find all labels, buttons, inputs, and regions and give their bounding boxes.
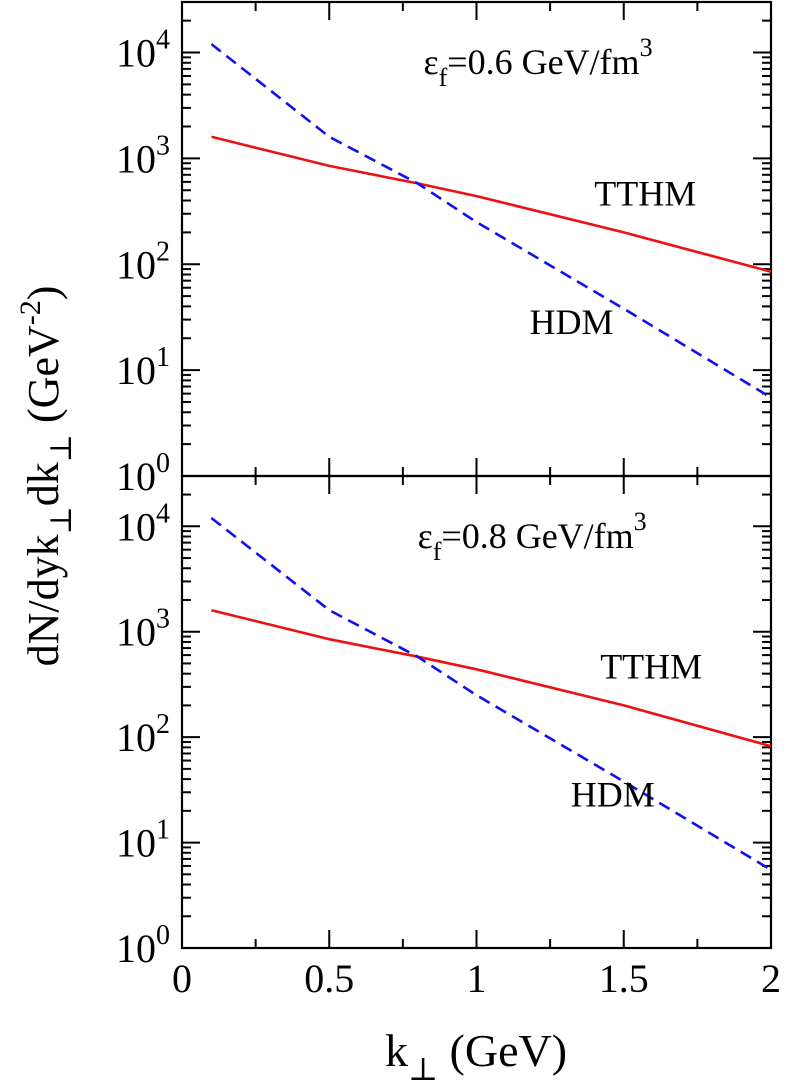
series-line-hdm	[210, 43, 772, 399]
annotation-text: =0.8 GeV/fm	[441, 516, 633, 556]
x-axis-title: k⊥ (GeV)	[385, 1025, 567, 1087]
y-tick-base: 10	[116, 454, 156, 499]
series-label-tthm: TTHM	[594, 173, 696, 213]
annotation-superscript: 3	[640, 33, 653, 62]
y-tick-base: 10	[116, 926, 156, 971]
x-axis-label-subscript: ⊥	[408, 1051, 438, 1087]
annotation-subscript: f	[439, 63, 448, 92]
y-tick-exponent: 4	[156, 498, 170, 529]
y-tick-exponent: 3	[156, 604, 170, 635]
y-tick-exponent: 0	[156, 920, 170, 951]
x-tick-label: 0	[172, 956, 192, 1001]
y-tick-base: 10	[116, 136, 156, 181]
annotation-text: =0.6 GeV/fm	[447, 42, 639, 82]
y-axis-label-sub2: ⊥	[45, 434, 78, 462]
y-tick-base: 10	[116, 504, 156, 549]
annotation-superscript: 3	[634, 507, 647, 536]
y-tick-base: 10	[116, 31, 156, 76]
y-tick-base: 10	[116, 242, 156, 287]
y-tick-exponent: 0	[156, 448, 170, 479]
y-tick-label: 101	[116, 815, 170, 866]
series-line-tthm	[211, 608, 772, 748]
y-axis-label-unit-close: )	[19, 286, 68, 301]
y-axis-label-main: dN/dyk	[19, 534, 68, 666]
y-tick-label: 102	[116, 236, 170, 287]
y-tick-base: 10	[116, 821, 156, 866]
x-tick-label: 2	[761, 956, 781, 1001]
x-axis-label-k: k	[385, 1025, 408, 1076]
series-line-hdm	[210, 516, 772, 872]
y-tick-label: 100	[116, 448, 170, 499]
x-tick-label: 1	[467, 956, 487, 1001]
y-tick-label: 103	[116, 130, 170, 181]
series-label-tthm: TTHM	[600, 647, 702, 687]
x-tick-label: 0.5	[304, 956, 354, 1001]
y-tick-base: 10	[116, 715, 156, 760]
y-axis-label-sub1: ⊥	[45, 506, 78, 534]
y-axis-label-mid: dk	[19, 462, 68, 506]
y-tick-base: 10	[116, 348, 156, 393]
epsilon-symbol: ε	[418, 516, 433, 556]
x-tick-label: 1.5	[599, 956, 649, 1001]
y-axis-label-unit-open: (GeV	[19, 325, 68, 434]
series-label-hdm: HDM	[530, 302, 614, 342]
energy-density-annotation: εf=0.6 GeV/fm3	[423, 33, 652, 92]
y-tick-exponent: 4	[156, 25, 170, 56]
y-tick-label: 103	[116, 604, 170, 655]
y-tick-exponent: 3	[156, 130, 170, 161]
epsilon-symbol: ε	[423, 42, 438, 82]
y-tick-exponent: 2	[156, 236, 170, 267]
y-tick-exponent: 2	[156, 709, 170, 740]
series-line-tthm	[211, 135, 772, 273]
series-label-hdm: HDM	[571, 774, 655, 814]
y-tick-base: 10	[116, 610, 156, 655]
annotation-subscript: f	[433, 537, 442, 566]
y-tick-label: 104	[116, 498, 170, 549]
y-tick-exponent: 1	[156, 815, 170, 846]
y-tick-label: 100	[116, 920, 170, 971]
y-axis-label-unit-exp: -2	[14, 300, 47, 325]
energy-density-annotation: εf=0.8 GeV/fm3	[418, 507, 647, 566]
y-tick-label: 104	[116, 25, 170, 76]
y-tick-label: 102	[116, 709, 170, 760]
y-tick-label: 101	[116, 342, 170, 393]
y-tick-exponent: 1	[156, 342, 170, 373]
y-axis-title: dN/dyk⊥dk⊥ (GeV-2)	[14, 286, 78, 667]
x-axis-label-unit: (GeV)	[438, 1025, 567, 1076]
